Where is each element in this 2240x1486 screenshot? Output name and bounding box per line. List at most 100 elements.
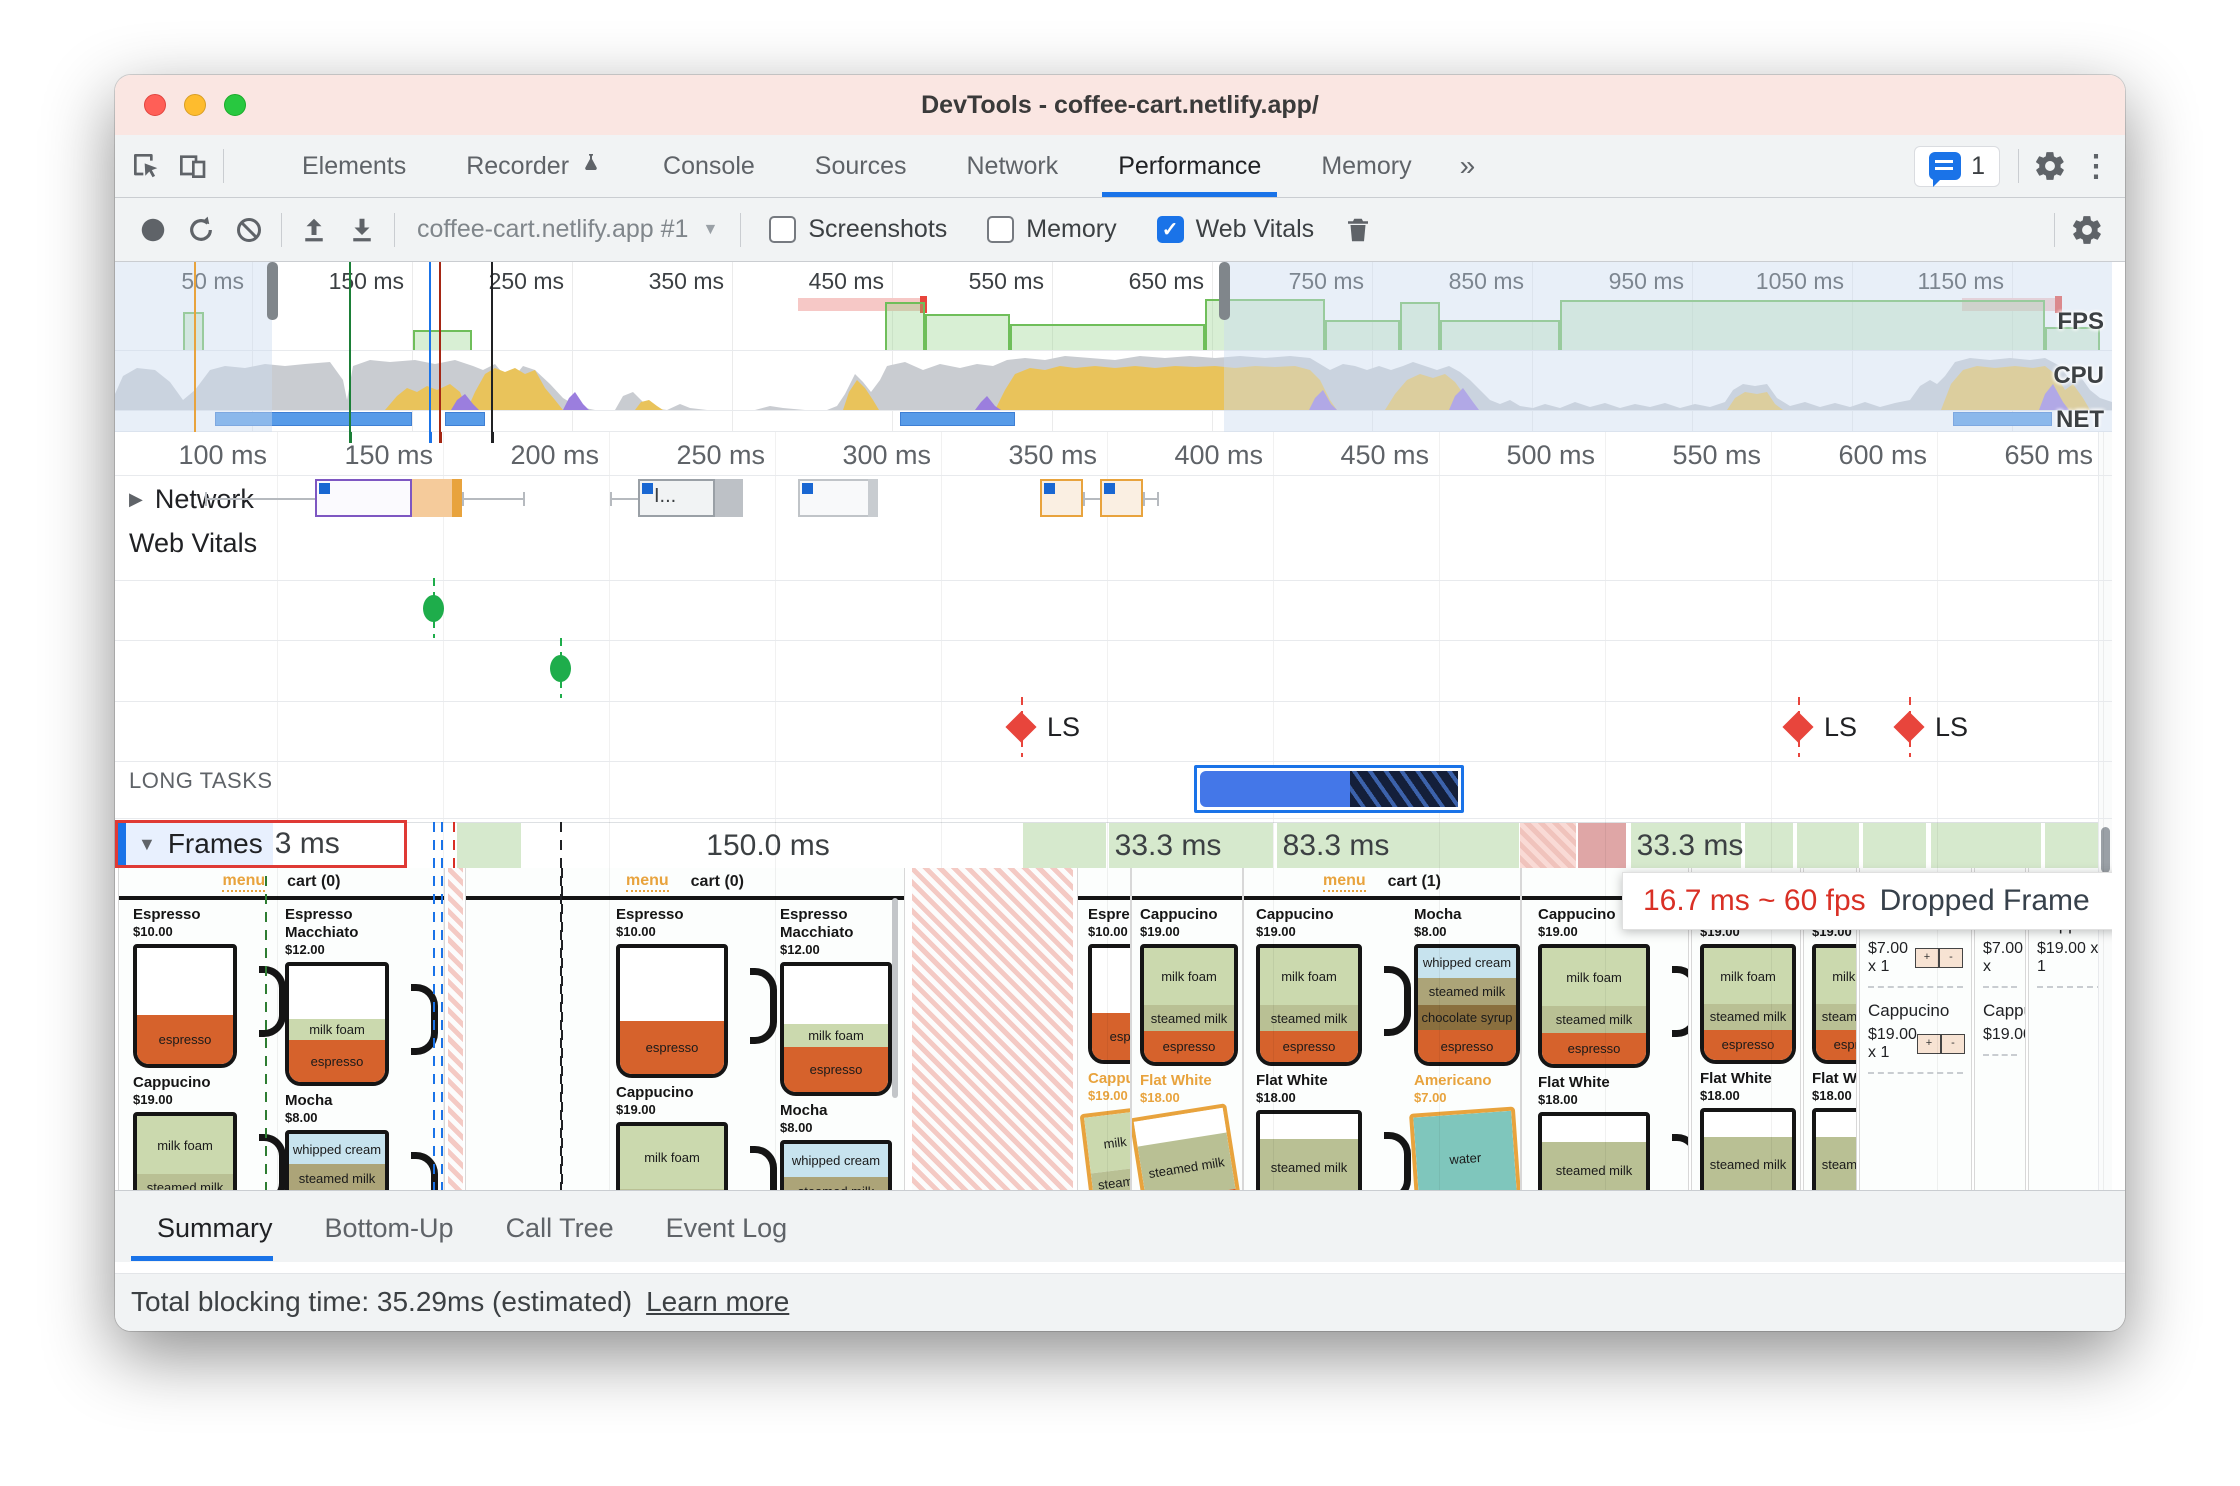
network-request[interactable] [1100,479,1143,517]
minimize-window-button[interactable] [184,94,206,116]
overview-drag-handle[interactable] [1219,262,1230,320]
vertical-scrollbar[interactable] [2098,432,2112,1190]
filmstrip-frame[interactable]: Espresso$10.00 espresso Cappucino$19.00mil… [1077,868,1131,1190]
frame-segment[interactable] [1022,823,1107,869]
network-request-body[interactable] [412,479,452,517]
network-request-end[interactable] [452,479,462,517]
checkbox-memory[interactable]: Memory [987,215,1117,244]
decrease-quantity-button[interactable]: - [1939,948,1963,968]
network-request[interactable] [798,479,878,517]
issues-badge[interactable]: 1 [1914,145,2000,187]
checkbox-screenshots[interactable]: Screenshots [769,215,947,244]
filmstrip-frame[interactable]: menu cart (0) Espresso $10.00 espresso Cappuc… [118,868,445,1190]
frame-segment[interactable] [1276,823,1520,869]
layout-shift-marker[interactable] [1782,711,1814,743]
checkbox-web-vitals[interactable]: ✓ Web Vitals [1156,215,1314,244]
capture-settings-gear-icon[interactable] [2063,206,2111,254]
tab-elements[interactable]: Elements [272,135,436,197]
tab-recorder[interactable]: Recorder [436,135,633,197]
frame-segment[interactable] [1630,823,1742,869]
network-request[interactable]: I... [638,479,715,517]
checkbox-box[interactable] [987,216,1015,243]
frame-segment[interactable] [2044,823,2107,869]
frame-segment[interactable] [456,823,522,869]
dropped-frame-segment[interactable] [1520,823,1576,869]
web-vitals-good-marker[interactable] [423,595,444,622]
more-tabs-button[interactable]: » [1459,150,1476,181]
overview-drag-handle[interactable] [267,262,278,320]
filmstrip-frame[interactable]: menu cart (0) Espresso $10.00 espresso Cappuc… [465,868,905,1190]
timeline-overview[interactable]: 50 ms 150 ms 250 ms 350 ms 450 ms 550 ms 650 m… [115,262,2112,433]
scrollbar-thumb[interactable] [2101,827,2110,873]
tab-network[interactable]: Network [937,135,1089,197]
product-espresso[interactable]: Espresso$10.00 espresso [616,900,777,1078]
frame-segment[interactable] [1108,823,1274,869]
increase-quantity-button[interactable]: + [1916,1034,1941,1054]
save-profile-icon[interactable] [338,206,386,254]
network-request[interactable] [1040,479,1083,517]
filmstrip-frame[interactable]: menu cart (1) Cappucino $19.00 milk foam stea… [1243,868,1521,1190]
layout-shift-marker[interactable] [1005,711,1037,743]
checkbox-box[interactable]: ✓ [1156,216,1184,243]
frame-segment[interactable] [1796,823,1860,869]
kebab-menu-icon[interactable]: ⋮ [2081,149,2111,183]
product-espresso[interactable]: Espresso$10.00 espresso [133,900,286,1068]
frame-segment[interactable] [1744,823,1794,869]
learn-more-link[interactable]: Learn more [646,1286,790,1317]
tab-sources[interactable]: Sources [785,135,937,197]
close-window-button[interactable] [144,94,166,116]
network-request-end[interactable] [715,479,743,517]
bottom-tab-bottom-up[interactable]: Bottom-Up [324,1212,454,1243]
zoom-window-button[interactable] [224,94,246,116]
history-dropdown[interactable]: coffee-cart.netlify.app #1 ▼ [403,215,732,244]
web-vitals-good-marker[interactable] [550,655,571,682]
bottom-tab-call-tree[interactable]: Call Tree [505,1212,614,1243]
product-macchiato[interactable]: Espresso Macchiato $12.00 milk foam espress… [285,900,438,1086]
reload-record-button[interactable] [177,206,225,254]
record-button[interactable] [129,206,177,254]
device-toolbar-icon[interactable] [169,143,215,189]
product-espresso[interactable]: Espresso$10.00 espresso [1088,900,1130,1064]
network-request-end[interactable] [868,479,878,517]
dropped-frame-segment[interactable] [1578,823,1626,869]
frame-segment[interactable] [1862,823,1927,869]
load-profile-icon[interactable] [290,206,338,254]
tab-console[interactable]: Console [633,135,785,197]
tab-performance[interactable]: Performance [1088,135,1291,197]
long-task-bar[interactable] [1194,765,1464,813]
app-scrollbar[interactable] [892,898,898,1098]
bottom-tab-event-log[interactable]: Event Log [665,1212,788,1243]
settings-gear-icon[interactable] [2027,143,2073,189]
frame-segment[interactable] [1930,823,2042,869]
garbage-collect-icon[interactable] [1334,206,1382,254]
tab-memory[interactable]: Memory [1291,135,1441,197]
inspect-element-icon[interactable] [123,143,169,189]
product-americano[interactable]: Americano$7.00waterespresso [1409,1066,1520,1190]
layout-shift-marker[interactable] [1893,711,1925,743]
bottom-tab-summary[interactable]: Summary [131,1195,299,1261]
increase-quantity-button[interactable]: + [1915,948,1939,968]
frames-track-header[interactable]: ▼ Frames 3 ms [115,820,407,868]
product-macchiato[interactable]: Espresso Macchiato $12.00 milk foam espress… [780,900,904,1096]
checkbox-box[interactable] [769,216,797,243]
network-request[interactable] [315,479,412,517]
decrease-quantity-button[interactable]: - [1940,1034,1965,1054]
clear-recording-icon[interactable] [225,206,273,254]
